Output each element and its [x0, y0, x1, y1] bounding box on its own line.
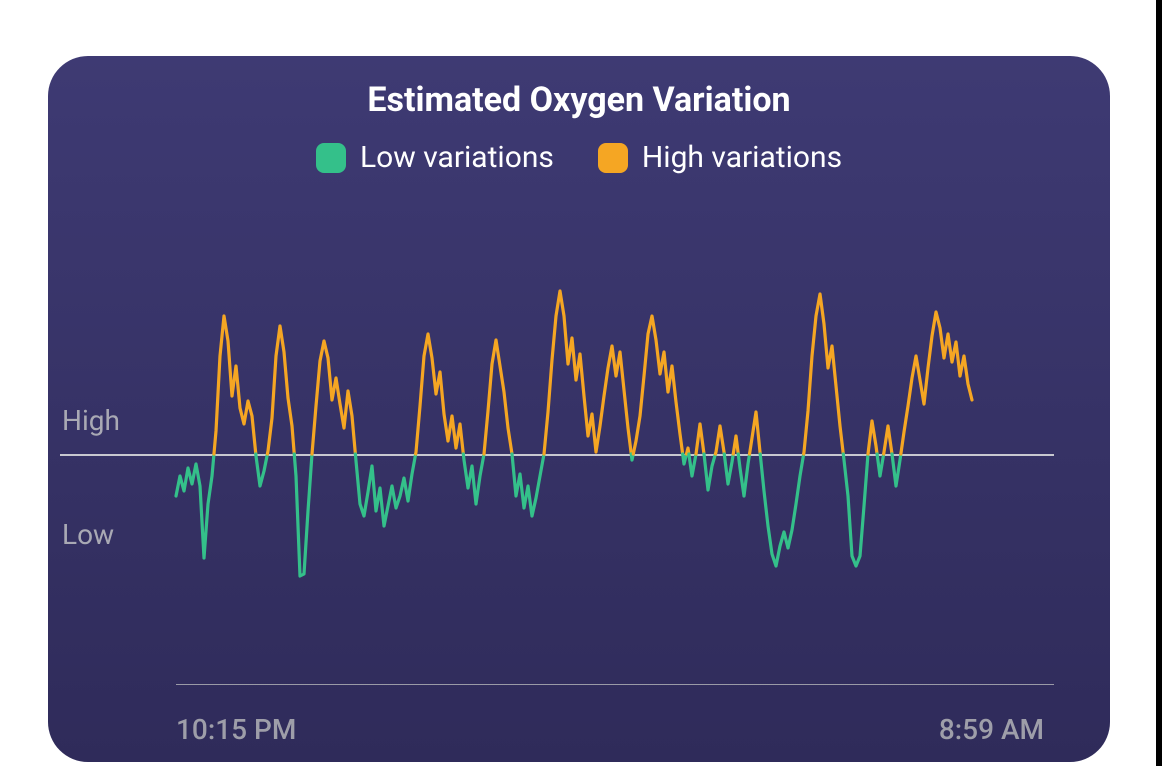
- variation-line-chart: [48, 56, 1110, 762]
- x-start-label: 10:15 PM: [176, 713, 296, 746]
- x-end-label: 8:59 AM: [939, 713, 1044, 746]
- page-right-border: [1156, 0, 1162, 766]
- oxygen-variation-card: Estimated Oxygen Variation Low variation…: [48, 56, 1110, 762]
